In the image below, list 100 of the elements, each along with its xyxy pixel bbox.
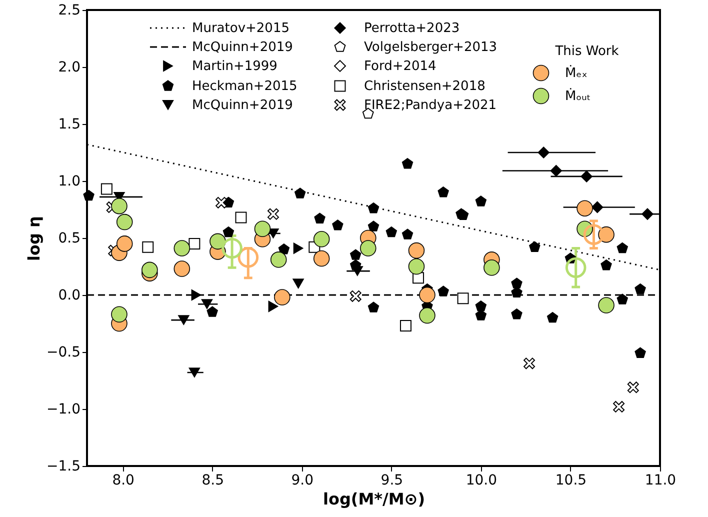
point [546, 312, 558, 323]
point [83, 190, 94, 201]
point [438, 186, 449, 198]
point [360, 240, 376, 256]
legend-label: McQuinn+2019 [192, 98, 293, 113]
legend-label: Ford+2014 [364, 59, 436, 74]
point [116, 214, 133, 230]
point [386, 226, 398, 238]
y-tick-label: 1.0 [58, 174, 80, 190]
point [598, 297, 614, 314]
point [313, 231, 330, 248]
point [116, 236, 133, 252]
point [268, 300, 278, 312]
legend-title: This Work [554, 44, 620, 59]
y-tick-label: −0.5 [46, 344, 80, 360]
point [484, 260, 500, 276]
point [293, 242, 304, 254]
point [254, 220, 271, 238]
point [529, 241, 540, 252]
point [613, 400, 625, 412]
point [292, 278, 304, 289]
point [634, 283, 646, 294]
x-tick-label: 9.0 [291, 472, 314, 488]
point [600, 259, 612, 270]
point [475, 196, 487, 206]
point [314, 212, 326, 224]
point [278, 244, 290, 254]
point [634, 347, 646, 358]
point [210, 233, 226, 250]
legend-label: FIRE2;Pandya+2021 [364, 98, 497, 113]
point [206, 306, 218, 317]
point [294, 188, 306, 198]
y-axis-title: log η [24, 216, 44, 261]
point [174, 240, 190, 256]
point [511, 278, 522, 288]
point [475, 300, 487, 312]
point [550, 164, 562, 177]
y-tick-label: −1.0 [46, 402, 80, 418]
y-tick-label: 0.5 [58, 230, 80, 246]
point [368, 202, 380, 214]
x-tick-label: 8.0 [112, 472, 134, 488]
legend-label: Ṁₑₓ [565, 65, 588, 81]
y-tick-label: 1.5 [58, 116, 80, 132]
x-tick-label: 9.5 [380, 472, 404, 488]
point [332, 220, 344, 230]
point [174, 260, 190, 277]
point [368, 220, 380, 232]
legend-label: Martin+1999 [192, 59, 278, 74]
point [580, 170, 592, 182]
point [142, 262, 158, 278]
x-tick-label: 10.0 [466, 472, 498, 488]
point [616, 294, 628, 304]
point [191, 289, 202, 301]
legend-label: Heckman+2015 [192, 79, 298, 94]
point [402, 228, 414, 240]
point [438, 286, 449, 296]
point [419, 286, 436, 304]
legend-label: Perrotta+2023 [364, 21, 460, 36]
legend-label: Christensen+2018 [364, 79, 486, 94]
point [188, 238, 200, 250]
point [457, 292, 469, 304]
point [591, 201, 604, 214]
point [142, 241, 154, 253]
y-tick-label: 0.0 [58, 288, 80, 304]
legend-label: Volgelsberger+2013 [364, 40, 498, 55]
point [111, 198, 128, 214]
point [627, 382, 639, 394]
point [511, 308, 522, 320]
point [400, 320, 412, 332]
point [270, 252, 287, 268]
point [583, 224, 604, 245]
point [402, 158, 414, 169]
point [511, 286, 522, 298]
y-tick-label: 2.5 [58, 2, 80, 18]
point [222, 238, 242, 259]
point [216, 196, 228, 208]
x-tick-label: 8.5 [202, 472, 224, 488]
point [408, 258, 425, 275]
point [475, 310, 487, 320]
point [178, 315, 190, 326]
point [188, 368, 200, 378]
point [419, 307, 436, 324]
legend-label: Ṁₒᵤₜ [565, 88, 591, 104]
legend-label: Muratov+2015 [192, 21, 290, 36]
point [100, 183, 112, 195]
point [267, 208, 279, 220]
point [524, 358, 536, 370]
point [111, 306, 128, 323]
point [642, 208, 654, 220]
x-axis-title: log(M*/M⊙) [322, 490, 426, 508]
point [576, 200, 593, 216]
x-tick-label: 11.0 [644, 472, 676, 488]
point [313, 250, 330, 267]
y-tick-label: −1.5 [46, 458, 80, 474]
legend-label: McQuinn+2019 [192, 40, 293, 55]
point [274, 289, 290, 306]
point [368, 302, 380, 312]
y-tick-label: 2.0 [58, 60, 80, 76]
point [616, 242, 628, 254]
point [350, 249, 362, 260]
